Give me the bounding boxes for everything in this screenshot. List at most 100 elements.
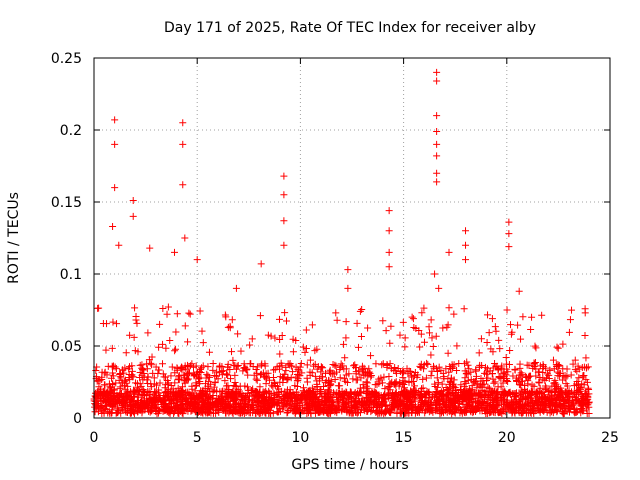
data-point (262, 372, 270, 380)
data-point (518, 390, 526, 398)
data-point (353, 409, 361, 417)
data-point (531, 396, 539, 404)
data-point (396, 367, 404, 375)
data-point (109, 222, 117, 230)
data-point (569, 401, 577, 409)
data-point (352, 401, 360, 409)
data-point (279, 402, 287, 410)
data-point (433, 368, 441, 376)
data-point (420, 338, 428, 346)
data-point (568, 306, 576, 314)
data-point (261, 404, 269, 412)
data-point (393, 408, 401, 416)
data-point (509, 372, 517, 380)
data-point (412, 403, 420, 411)
data-point (92, 367, 100, 375)
data-point (280, 172, 288, 180)
data-point (474, 400, 482, 408)
data-point (138, 361, 146, 369)
data-point (419, 375, 427, 383)
data-point (269, 374, 277, 382)
data-point (232, 284, 240, 292)
data-point (353, 319, 361, 327)
data-point (194, 404, 202, 412)
data-point (363, 407, 371, 415)
data-point (111, 116, 119, 124)
data-point (528, 387, 536, 395)
data-point (109, 363, 117, 371)
data-point (211, 399, 219, 407)
data-point (302, 396, 310, 404)
data-point (317, 368, 325, 376)
data-point (97, 406, 105, 414)
y-tick-label: 0 (73, 411, 82, 427)
data-point (228, 391, 236, 399)
data-point (159, 304, 167, 312)
data-point (489, 348, 497, 356)
data-point (419, 384, 427, 392)
data-point (419, 405, 427, 413)
data-point (427, 372, 435, 380)
data-point (120, 399, 128, 407)
y-tick-label: 0.2 (60, 123, 82, 139)
data-point (243, 365, 251, 373)
data-point (372, 389, 380, 397)
data-point (445, 304, 453, 312)
data-point (236, 400, 244, 408)
data-point (117, 374, 125, 382)
data-point (340, 340, 348, 348)
data-point (467, 397, 475, 405)
data-point (226, 403, 234, 411)
data-point (219, 387, 227, 395)
data-point (274, 408, 282, 416)
data-point (566, 316, 574, 324)
data-point (159, 360, 167, 368)
data-point (187, 399, 195, 407)
data-points (90, 68, 593, 418)
data-point (386, 339, 394, 347)
data-point (116, 390, 124, 398)
data-point (319, 364, 327, 372)
data-point (200, 397, 208, 405)
data-point (136, 361, 144, 369)
data-point (506, 401, 514, 409)
data-point (583, 410, 591, 418)
data-point (358, 305, 366, 313)
data-point (230, 382, 238, 390)
data-point (170, 248, 178, 256)
data-point (284, 408, 292, 416)
data-point (257, 403, 265, 411)
data-point (155, 389, 163, 397)
data-point (466, 407, 474, 415)
data-point (143, 365, 151, 373)
data-point (428, 407, 436, 415)
data-point (306, 368, 314, 376)
data-point (209, 366, 217, 374)
data-point (385, 207, 393, 215)
data-point (572, 408, 580, 416)
data-point (205, 348, 213, 356)
data-point (471, 405, 479, 413)
data-point (172, 345, 180, 353)
data-point (318, 407, 326, 415)
data-point (179, 181, 187, 189)
data-point (186, 310, 194, 318)
y-tick-label: 0.25 (51, 51, 82, 67)
data-point (535, 406, 543, 414)
data-point (167, 372, 175, 380)
data-point (130, 333, 138, 341)
data-point (491, 378, 499, 386)
data-point (535, 378, 543, 386)
data-point (92, 389, 100, 397)
data-point (396, 378, 404, 386)
data-point (296, 363, 304, 371)
data-point (149, 401, 157, 409)
data-point (392, 397, 400, 405)
data-point (98, 375, 106, 383)
data-point (445, 401, 453, 409)
data-point (329, 361, 337, 369)
data-point (292, 388, 300, 396)
data-point (392, 390, 400, 398)
data-point (401, 343, 409, 351)
